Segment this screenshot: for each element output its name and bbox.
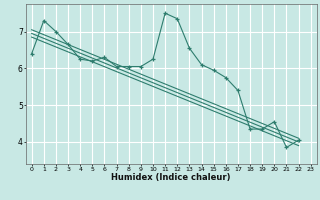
X-axis label: Humidex (Indice chaleur): Humidex (Indice chaleur) (111, 173, 231, 182)
